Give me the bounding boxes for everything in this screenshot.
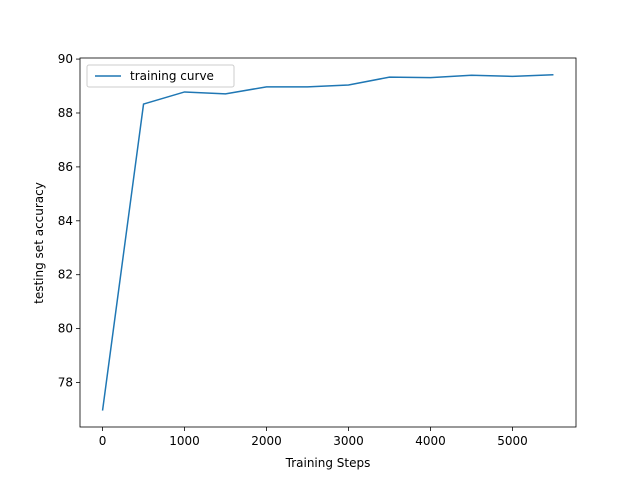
y-axis-label: testing set accuracy (32, 182, 46, 304)
x-tick-label: 1000 (169, 434, 200, 448)
y-tick-label: 86 (58, 160, 73, 174)
y-tick-label: 80 (58, 322, 73, 336)
x-tick-label: 0 (99, 434, 107, 448)
legend: training curve (86, 64, 235, 88)
x-tick-label: 3000 (333, 434, 364, 448)
legend-label: training curve (130, 69, 214, 83)
x-tick-label: 4000 (415, 434, 446, 448)
y-tick-label: 88 (58, 106, 73, 120)
y-tick-label: 82 (58, 268, 73, 282)
legend-box (86, 64, 235, 88)
line (101, 73, 554, 411)
y-tick-label: 78 (58, 376, 73, 390)
y-tick-label: 90 (58, 52, 73, 66)
x-tick-label: 5000 (497, 434, 528, 448)
x-tick-label: 2000 (251, 434, 282, 448)
axes-frame (79, 57, 577, 428)
y-tick-label: 84 (58, 214, 73, 228)
x-axis-label: Training Steps (285, 456, 371, 470)
